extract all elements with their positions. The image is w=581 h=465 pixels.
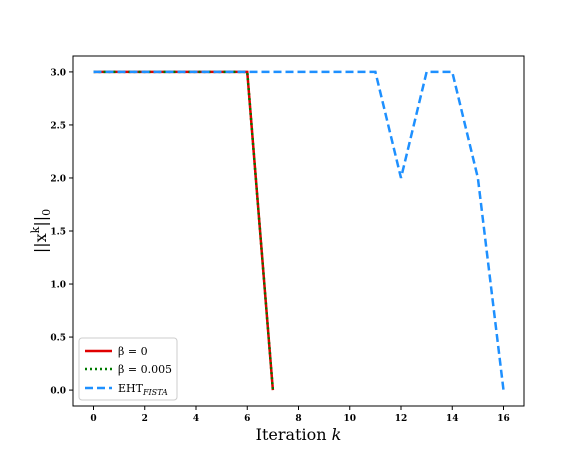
x-tick-label-10: 10 xyxy=(343,414,356,424)
y-tick-label-0-0: 0.0 xyxy=(50,387,66,397)
legend-box xyxy=(78,337,178,401)
y-axis-label-subscript: 0 xyxy=(40,209,53,216)
x-tick-label-0: 0 xyxy=(90,414,96,424)
y-tick-label-3-0: 3.0 xyxy=(50,68,66,78)
series-line-2-ehtfista xyxy=(93,70,505,391)
x-axis-label-variable: k xyxy=(332,425,342,444)
legend-label-beta-0: β = 0 xyxy=(118,345,148,358)
x-tick-label-16: 16 xyxy=(497,414,510,424)
x-tick-label-8: 8 xyxy=(295,414,301,424)
y-tick-label-2-0: 2.0 xyxy=(50,174,66,184)
x-tick-label-4: 4 xyxy=(193,414,199,424)
y-tick-label-2-5: 2.5 xyxy=(50,121,66,131)
legend: β = 0 β = 0.005 EHTFISTA xyxy=(78,337,178,401)
y-tick-label-1-0: 1.0 xyxy=(50,281,66,291)
x-tick-label-2: 2 xyxy=(142,414,148,424)
y-axis-label-norm-close: || xyxy=(31,216,50,227)
plot-area: 0 2 4 6 8 10 12 14 16 0.0 0.5 1.0 1.5 2.0 2.5 3.0 xyxy=(50,55,525,424)
series-layer xyxy=(93,70,505,391)
x-tick-label-14: 14 xyxy=(446,414,459,424)
y-axis-label-superscript: k xyxy=(29,226,42,233)
y-axis-label: ||xk||0 xyxy=(29,209,53,253)
x-axis-label-text: Iteration xyxy=(256,425,327,444)
y-tick-label-1-5: 1.5 xyxy=(50,228,66,238)
x-tick-label-6: 6 xyxy=(244,414,250,424)
x-tick-label-12: 12 xyxy=(395,414,408,424)
x-axis-ticks: 0 2 4 6 8 10 12 14 16 xyxy=(90,406,510,424)
y-tick-label-0-5: 0.5 xyxy=(50,334,66,344)
y-axis-label-norm-open: ||x xyxy=(31,233,50,253)
y-axis-ticks: 0.0 0.5 1.0 1.5 2.0 2.5 3.0 xyxy=(50,68,73,397)
legend-label-fista-subscript: FISTA xyxy=(142,388,168,397)
legend-label-eht: EHT xyxy=(118,382,144,395)
x-axis-label: Iteration k xyxy=(256,425,342,444)
legend-label-beta-0005: β = 0.005 xyxy=(118,363,172,376)
legend-label-eht-fista: EHTFISTA xyxy=(118,382,168,397)
